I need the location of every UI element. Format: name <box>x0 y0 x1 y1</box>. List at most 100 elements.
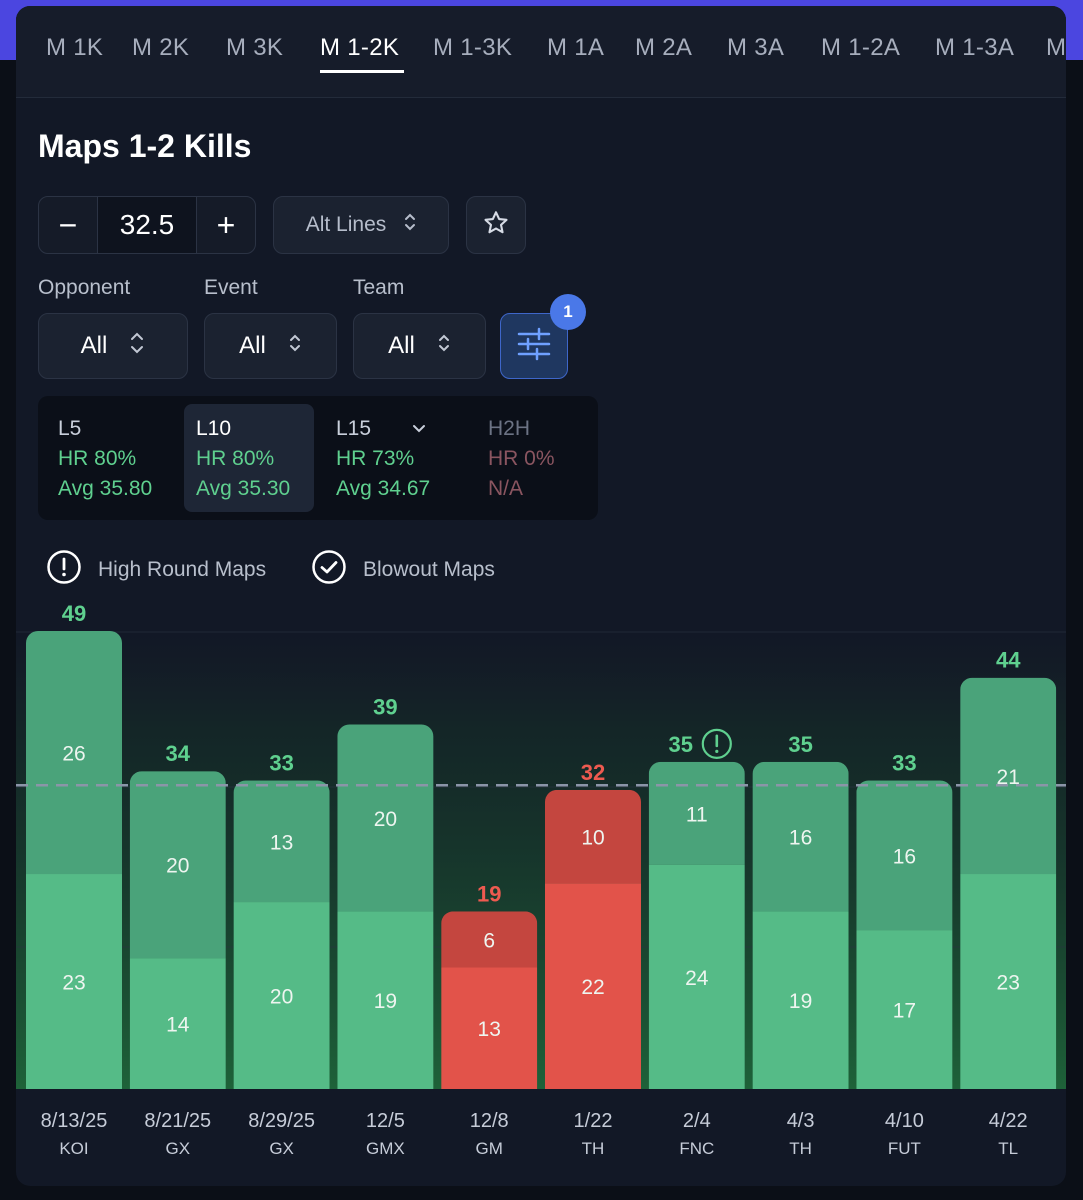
chevron-updown-icon <box>404 212 416 238</box>
tab-m-2a[interactable]: M 2A <box>635 34 693 61</box>
high-round-maps-toggle[interactable]: High Round Maps <box>46 549 267 591</box>
stat-hit-rate: HR 73% <box>336 447 415 470</box>
decrease-line-button[interactable]: − <box>58 206 78 243</box>
bar-group: 17 16 33 <box>856 751 953 1089</box>
tab-m-2k[interactable]: M 2K <box>132 34 190 61</box>
team-value: All <box>388 332 415 359</box>
active-filter-count-badge: 1 <box>550 294 586 330</box>
bar-segment-bottom <box>960 874 1057 1089</box>
stat-name: H2H <box>488 417 531 440</box>
match-date: 8/29/25 <box>248 1110 315 1132</box>
blowout-maps-label: Blowout Maps <box>363 558 495 581</box>
x-axis-label: 4/3 TH <box>751 1110 851 1159</box>
opponent-team: FUT <box>887 1139 921 1158</box>
bar-total-label: 32 <box>581 760 605 785</box>
chevron-updown-icon <box>288 332 302 361</box>
opponent-team: GMX <box>366 1139 405 1158</box>
stat-average: Avg 35.30 <box>196 477 291 500</box>
chevron-updown-icon <box>129 330 145 363</box>
tab-m-1a[interactable]: M 1A <box>547 34 605 61</box>
alt-lines-label: Alt Lines <box>305 213 387 236</box>
tab-m-3k[interactable]: M 3K <box>226 34 284 61</box>
bar-total-label: 49 <box>62 602 86 626</box>
stat-average: Avg 34.67 <box>336 477 431 500</box>
bar-segment-top <box>233 780 330 903</box>
chevron-down-icon[interactable] <box>411 417 427 441</box>
stat-name: L5 <box>58 417 82 440</box>
icon-circle <box>701 728 732 759</box>
opponent-team: TH <box>789 1139 812 1158</box>
tab-m-1-2k[interactable]: M 1-2K <box>320 34 400 61</box>
stat-h2h[interactable]: H2H HR 0% N/A <box>476 404 606 512</box>
x-axis-label: 12/5 GMX <box>335 1110 435 1159</box>
tab-m-1-2a[interactable]: M 1-2A <box>821 34 901 61</box>
x-axis-label: 12/8 GM <box>439 1110 539 1159</box>
x-axis-label: 4/22 TL <box>958 1110 1058 1159</box>
opponent-value: All <box>80 332 108 359</box>
opponent-team: TL <box>998 1139 1019 1158</box>
increase-line-button[interactable]: + <box>216 206 236 243</box>
bar-segment-bottom <box>545 883 641 1089</box>
bar-group: 22 10 32 <box>545 760 641 1089</box>
x-axis-label: 4/10 FUT <box>854 1110 954 1159</box>
bar-segment-top <box>26 631 122 875</box>
blowout-maps-toggle[interactable]: Blowout Maps <box>311 550 495 589</box>
bar-segment-label: 6 <box>483 929 495 952</box>
opponent-team: TH <box>581 1139 605 1158</box>
tab-m-1-3k[interactable]: M 1-3K <box>433 34 513 61</box>
bar-segment-bottom <box>337 911 434 1089</box>
player-prop-panel: M 1K M 2K M 3K M 1-2K M 1-3K M 1A M 2A M 3A M 1-… <box>16 6 1066 1186</box>
bar-segment-bottom <box>441 967 538 1089</box>
bar-segment-top <box>752 761 849 912</box>
bar-segment-label: 26 <box>62 743 85 766</box>
stat-hit-rate: HR 80% <box>196 447 275 470</box>
match-date: 4/10 <box>884 1110 924 1132</box>
star-icon <box>482 209 510 242</box>
tab-m-1k[interactable]: M 1K <box>46 34 104 61</box>
bar-segment-top <box>960 677 1057 875</box>
opponent-team: GM <box>475 1139 503 1158</box>
line-value[interactable]: 32.5 <box>97 197 197 253</box>
bar-group: 20 13 33 <box>233 751 330 1089</box>
bar-segment-bottom <box>752 911 849 1089</box>
alt-lines-select[interactable]: Alt Lines <box>273 196 449 254</box>
exclamation-circle-icon <box>46 549 82 591</box>
bar-segment-top <box>129 771 226 959</box>
tab-m[interactable]: M <box>1046 34 1066 61</box>
bar-segment-label: 13 <box>478 1018 501 1041</box>
bar-total-label: 44 <box>996 648 1021 673</box>
bar-total-label: 33 <box>269 751 293 776</box>
hit-rate-stats: L5 HR 80% Avg 35.80 L10 HR 80% Avg 35.30… <box>38 396 598 520</box>
opponent-label: Opponent <box>38 276 131 299</box>
high-round-maps-label: High Round Maps <box>98 558 267 581</box>
stat-l5[interactable]: L5 HR 80% Avg 35.80 <box>46 404 176 512</box>
bar-group: 24 11 35 <box>648 728 745 1089</box>
tab-m-3a[interactable]: M 3A <box>727 34 785 61</box>
bar-group: 19 16 35 <box>752 732 849 1089</box>
bar-total-label: 19 <box>477 881 501 906</box>
x-axis-label: 8/29/25 GX <box>232 1110 332 1159</box>
match-date: 8/13/25 <box>40 1110 108 1132</box>
bar-segment-label: 22 <box>581 976 604 999</box>
opponent-team: KOI <box>59 1139 89 1158</box>
x-axis-label: 2/4 FNC <box>647 1110 747 1159</box>
active-tab-underline <box>320 70 404 73</box>
stat-l15[interactable]: L15 HR 73% Avg 34.67 <box>324 404 474 512</box>
opponent-team: FNC <box>679 1139 715 1158</box>
bar-segment-label: 16 <box>893 845 916 868</box>
tab-m-1-3a[interactable]: M 1-3A <box>935 34 1015 61</box>
market-tabs: M 1K M 2K M 3K M 1-2K M 1-3K M 1A M 2A M 3A M 1-… <box>16 6 1066 98</box>
event-value: All <box>239 332 266 359</box>
opponent-select[interactable]: All <box>38 313 188 379</box>
bar-segment-label: 17 <box>893 1000 916 1023</box>
bar-segment-label: 24 <box>685 967 709 990</box>
favorite-button[interactable] <box>466 196 526 254</box>
team-select[interactable]: All <box>353 313 486 379</box>
stat-l10[interactable]: L10 HR 80% Avg 35.30 <box>184 404 314 512</box>
bar-segment-label: 20 <box>270 986 293 1009</box>
match-date: 1/22 <box>573 1110 613 1132</box>
bar-segment-top <box>856 780 953 931</box>
event-select[interactable]: All <box>204 313 337 379</box>
stat-average: N/A <box>488 477 524 500</box>
line-stepper: − 32.5 + <box>38 196 256 254</box>
